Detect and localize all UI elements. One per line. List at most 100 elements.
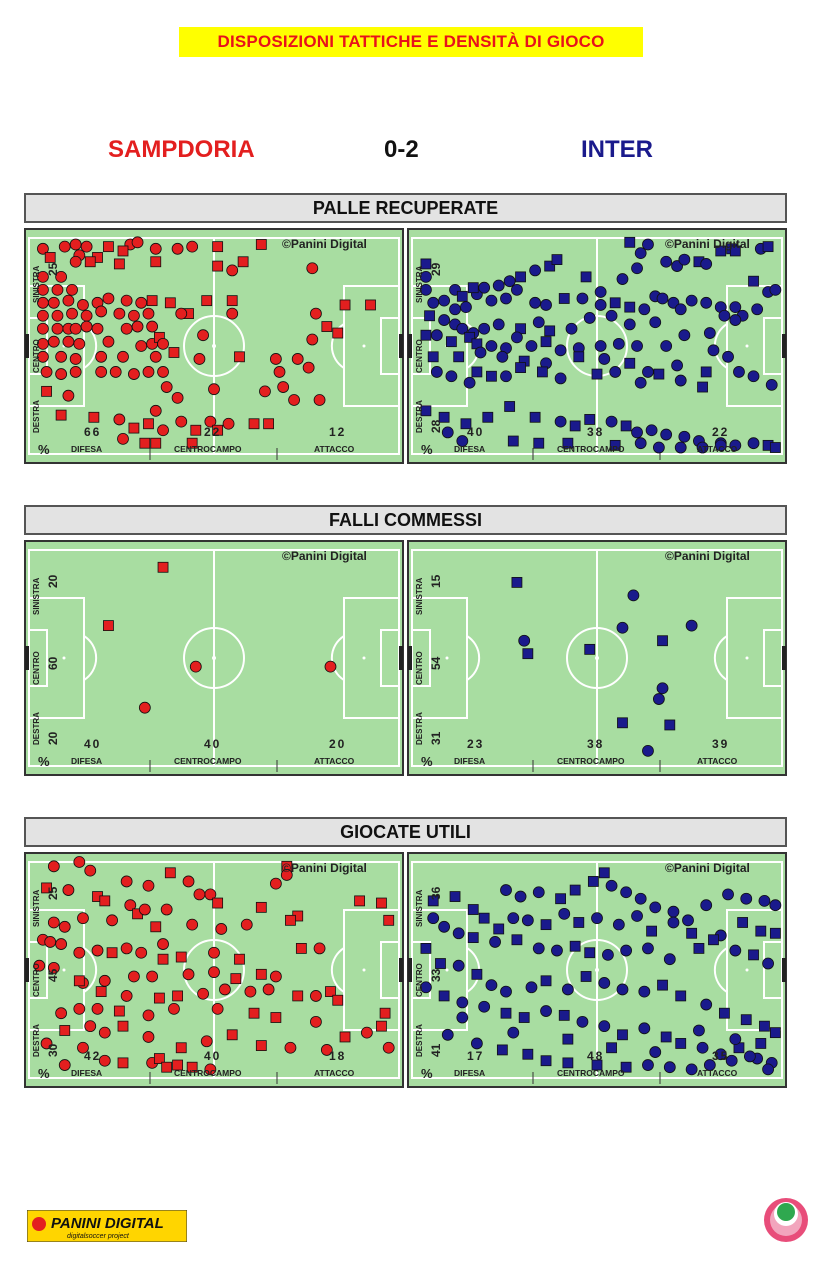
away-point-square [580, 271, 592, 283]
home-point-square [212, 260, 224, 272]
away-point-circle [765, 378, 778, 391]
home-point-circle [58, 920, 71, 933]
away-point-circle [500, 370, 512, 383]
left-penalty-spot [62, 656, 66, 660]
pct-sinistra: 36 [429, 886, 443, 900]
home-point-circle [175, 307, 188, 320]
away-point-circle [685, 619, 698, 632]
home-point-square [186, 437, 198, 449]
away-point-circle [496, 350, 509, 363]
away-point-square [522, 1048, 534, 1060]
away-point-circle [576, 292, 589, 305]
home-point-circle [55, 1007, 68, 1020]
home-point-circle [62, 335, 75, 348]
home-point-square [212, 897, 224, 909]
pct-destra: 30 [46, 1043, 60, 1057]
home-point-square [354, 895, 366, 907]
zone-label-difesa: DIFESA [71, 1068, 102, 1078]
home-point-square [99, 895, 111, 907]
away-point-square [769, 927, 781, 939]
away-point-circle [554, 372, 567, 385]
away-point-square [562, 1033, 574, 1045]
zone-label-attacco: ATTACCO [697, 444, 738, 454]
home-point-square [117, 1057, 129, 1069]
section-title-giocate-utili: GIOCATE UTILI [24, 817, 787, 847]
pitch-home-1: ©Panini Digital SINISTRA CENTRO DESTRA 20 60 2… [24, 540, 404, 776]
away-point-square [533, 437, 545, 449]
home-point-square [285, 914, 296, 926]
away-point-circle [642, 366, 654, 378]
away-point-circle [616, 273, 629, 285]
home-point-circle [77, 912, 89, 925]
zone-label-centrocampo: CENTROCAMPO [174, 756, 242, 766]
away-point-square [420, 405, 432, 417]
match-score: 0-2 [384, 136, 419, 163]
home-point-square [230, 973, 242, 985]
away-point-circle [449, 303, 461, 316]
home-point-circle [273, 366, 286, 378]
away-point-square [598, 867, 610, 879]
away-point-circle [674, 303, 687, 316]
away-point-circle [529, 264, 542, 277]
home-point-circle [160, 381, 173, 393]
brand-subtext: digitalsoccer project [67, 1233, 130, 1240]
home-point-square [59, 1025, 71, 1036]
zone-label-centrocampo: CENTROCAMPO [557, 1068, 625, 1078]
away-point-circle [729, 439, 742, 452]
away-point-circle [554, 344, 567, 357]
away-point-circle [660, 340, 673, 352]
home-point-square [150, 256, 162, 268]
pct-sinistra: 29 [429, 262, 443, 276]
away-point-square [748, 275, 759, 287]
center-circle [183, 627, 245, 689]
home-point-circle [135, 946, 148, 959]
away-point-square [486, 370, 497, 382]
away-point-circle [598, 977, 611, 989]
away-point-circle [652, 441, 665, 454]
home-point-square [212, 424, 224, 436]
away-point-square [591, 368, 603, 380]
away-point-circle [492, 318, 505, 331]
center-circle [566, 939, 628, 1001]
away-point-square [522, 648, 534, 660]
home-point-square [376, 897, 387, 909]
away-point-square [584, 643, 596, 655]
pct-attacco: 18 [329, 1049, 346, 1063]
away-point-square [769, 1027, 781, 1039]
percent-sign: % [38, 442, 50, 457]
away-point-circle [678, 430, 691, 443]
away-point-circle [649, 901, 662, 914]
home-point-square [292, 990, 304, 1002]
away-point-circle [729, 944, 742, 957]
home-point-square [103, 620, 114, 631]
away-point-square [511, 577, 523, 588]
away-point-circle [616, 621, 629, 634]
pct-destra: 28 [429, 419, 443, 433]
home-point-circle [310, 990, 322, 1002]
home-point-circle [55, 350, 68, 363]
away-point-circle [594, 286, 607, 298]
away-point-circle [525, 340, 538, 352]
away-point-circle [540, 299, 552, 311]
away-point-circle [438, 314, 451, 326]
away-point-circle [642, 942, 654, 955]
pct-difesa: 40 [84, 737, 101, 751]
home-point-square [95, 986, 107, 998]
away-point-square [620, 1061, 632, 1073]
home-point-circle [102, 335, 115, 348]
home-point-circle [215, 923, 228, 935]
pct-attacco: 35 [712, 1049, 729, 1063]
away-point-circle [441, 426, 454, 439]
home-point-circle [302, 361, 315, 374]
home-point-circle [73, 337, 86, 350]
home-point-circle [69, 255, 82, 268]
zone-label-attacco: ATTACCO [314, 1068, 355, 1078]
home-point-circle [157, 366, 169, 378]
watermark-text: ©Panini Digital [665, 549, 750, 563]
side-label-centro: CENTRO [32, 963, 41, 997]
away-point-square [715, 245, 727, 257]
home-point-square [255, 968, 267, 980]
home-point-circle [168, 1002, 180, 1015]
away-point-square [507, 435, 519, 447]
title-banner: DISPOSIZIONI TATTICHE E DENSITÀ DI GIOCO [179, 27, 643, 57]
